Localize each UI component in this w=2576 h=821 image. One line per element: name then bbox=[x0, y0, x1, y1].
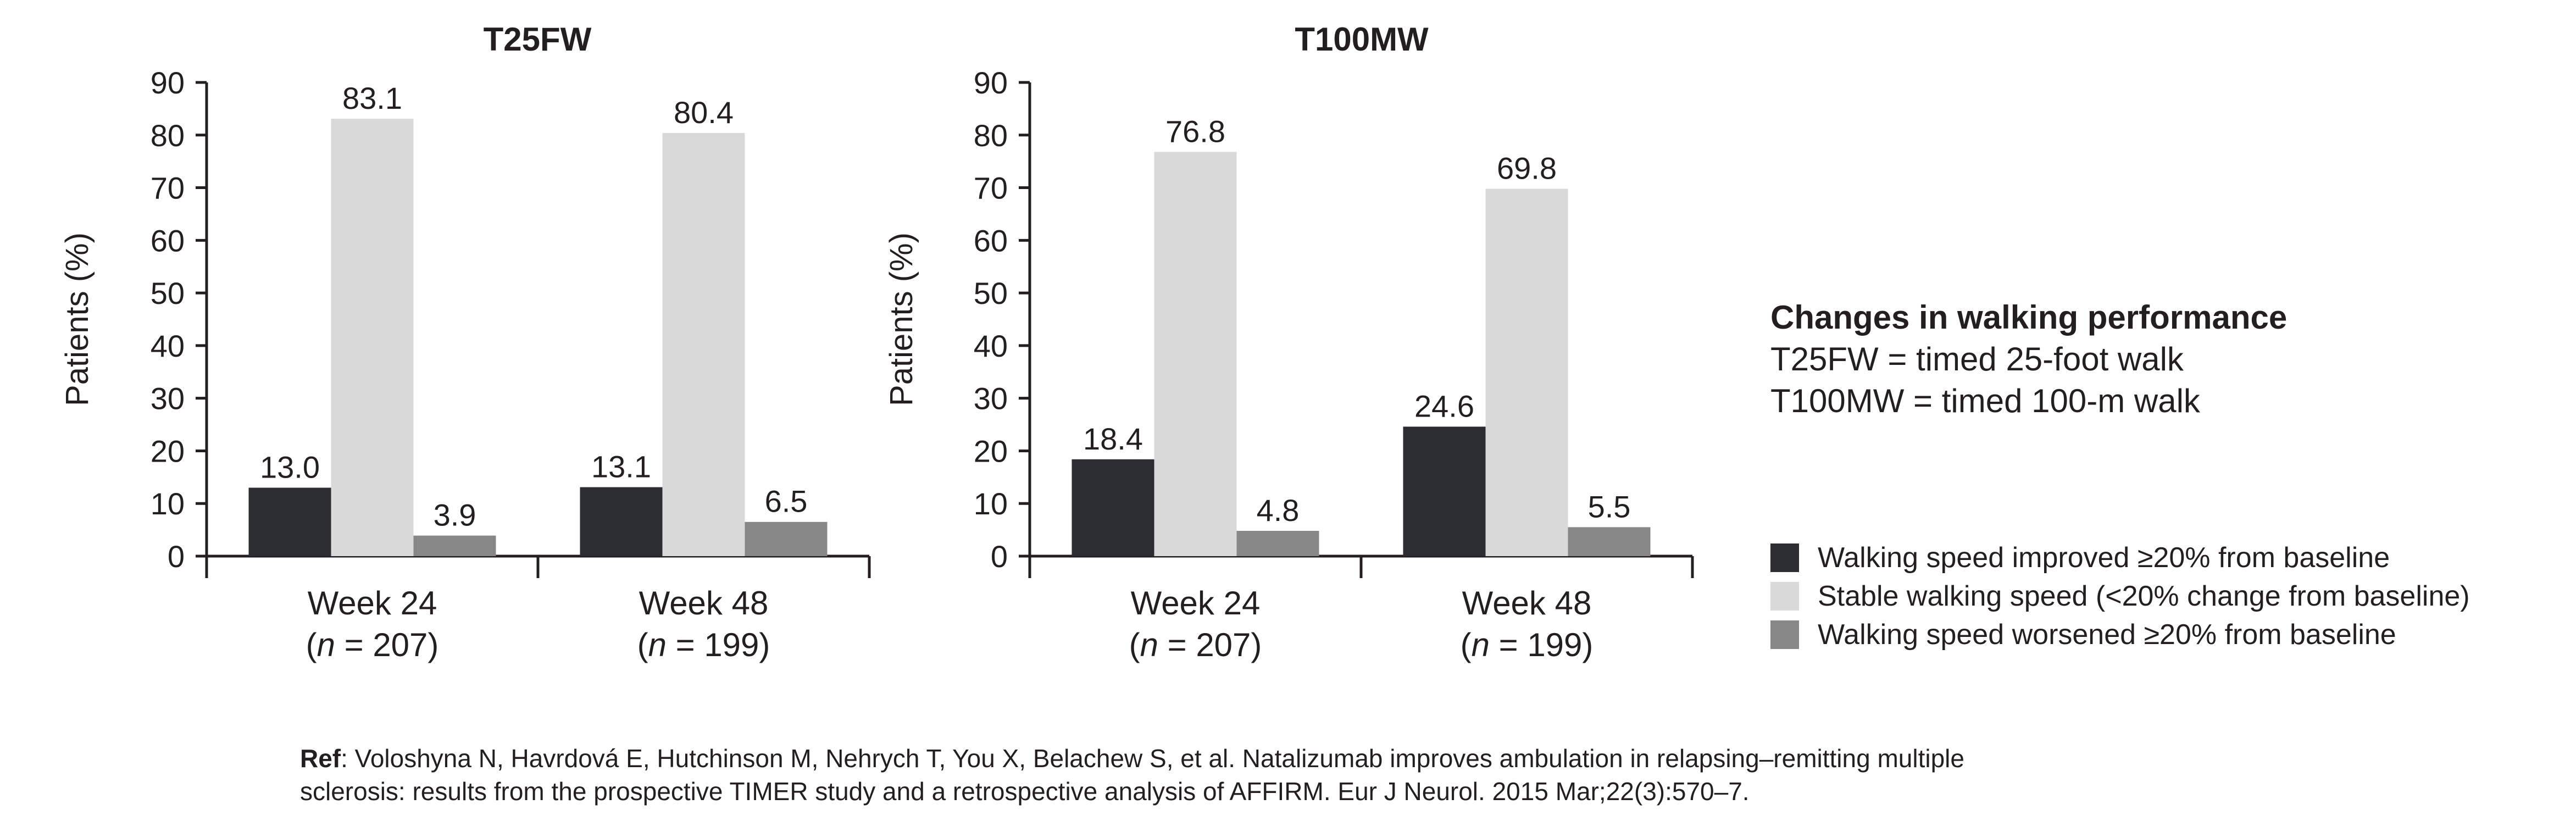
y-tick-label: 60 bbox=[974, 223, 1008, 258]
bar-worsened bbox=[745, 522, 828, 556]
data-label: 76.8 bbox=[1165, 114, 1225, 148]
legend: Walking speed improved ≥20% from baselin… bbox=[1770, 539, 2470, 654]
legend-item-worsened: Walking speed worsened ≥20% from baselin… bbox=[1770, 615, 2470, 654]
data-label: 18.4 bbox=[1083, 421, 1143, 456]
category-label: Week 48 bbox=[639, 585, 769, 622]
y-tick-label: 40 bbox=[151, 329, 185, 363]
reference-line-1: Ref: Voloshyna N, Havrdová E, Hutchinson… bbox=[300, 742, 1964, 775]
category-sample-size: (n = 207) bbox=[306, 626, 439, 663]
bar-improved bbox=[248, 487, 331, 556]
legend-swatch-improved bbox=[1770, 543, 1799, 572]
y-tick-label: 10 bbox=[151, 486, 185, 521]
data-label: 80.4 bbox=[674, 95, 734, 130]
y-tick-label: 80 bbox=[151, 118, 185, 153]
reference: Ref: Voloshyna N, Havrdová E, Hutchinson… bbox=[300, 742, 1964, 808]
bar-stable bbox=[331, 119, 414, 556]
y-tick-label: 20 bbox=[974, 434, 1008, 468]
y-tick-label: 30 bbox=[151, 381, 185, 416]
y-axis-label: Patients (%) bbox=[59, 232, 95, 406]
data-label: 13.0 bbox=[260, 450, 320, 484]
side-note-line-1: T25FW = timed 25-foot walk bbox=[1770, 341, 2184, 378]
legend-label-stable: Stable walking speed (<20% change from b… bbox=[1818, 580, 2470, 612]
y-tick-label: 50 bbox=[151, 276, 185, 310]
bar-improved bbox=[580, 487, 663, 556]
bar-worsened bbox=[413, 535, 496, 556]
legend-item-stable: Stable walking speed (<20% change from b… bbox=[1770, 577, 2470, 615]
side-note-title: Changes in walking performance bbox=[1770, 299, 2288, 336]
bar-stable bbox=[1485, 188, 1568, 557]
bar-stable bbox=[1154, 152, 1237, 557]
category-label: Week 24 bbox=[308, 585, 437, 622]
category-sample-size: (n = 207) bbox=[1129, 626, 1262, 663]
y-tick-label: 90 bbox=[974, 65, 1008, 100]
bar-worsened bbox=[1236, 531, 1319, 556]
chart-title: T100MW bbox=[1295, 21, 1429, 58]
y-tick-label: 0 bbox=[168, 539, 185, 574]
bar-improved bbox=[1072, 459, 1154, 556]
category-sample-size: (n = 199) bbox=[637, 626, 770, 663]
data-label: 69.8 bbox=[1497, 151, 1557, 185]
reference-line-2: sclerosis: results from the prospective … bbox=[300, 777, 1750, 806]
data-label: 3.9 bbox=[434, 498, 476, 532]
side-note: Changes in walking performance T25FW = t… bbox=[1770, 297, 2287, 422]
data-label: 83.1 bbox=[342, 81, 402, 115]
data-label: 24.6 bbox=[1414, 389, 1474, 423]
y-tick-label: 30 bbox=[974, 381, 1008, 416]
legend-swatch-worsened bbox=[1770, 620, 1799, 649]
y-tick-label: 60 bbox=[151, 223, 185, 258]
chart-t25fw: T25FW Patients (%) 0 10 20 30 40 50 60 70 80 90 13.0… bbox=[59, 21, 871, 663]
category-label: Week 48 bbox=[1462, 585, 1592, 622]
y-tick-label: 80 bbox=[974, 118, 1008, 153]
legend-label-worsened: Walking speed worsened ≥20% from baselin… bbox=[1818, 619, 2396, 651]
legend-label-improved: Walking speed improved ≥20% from baselin… bbox=[1818, 542, 2390, 574]
reference-text: : Voloshyna N, Havrdová E, Hutchinson M,… bbox=[341, 744, 1964, 773]
y-tick-label: 90 bbox=[151, 65, 185, 100]
data-label: 13.1 bbox=[591, 450, 651, 484]
y-tick-label: 70 bbox=[974, 171, 1008, 206]
legend-swatch-stable bbox=[1770, 582, 1799, 611]
charts-canvas: T25FW Patients (%) 0 10 20 30 40 50 60 70 80 90 13.0… bbox=[59, 21, 1694, 663]
y-axis-label: Patients (%) bbox=[884, 232, 919, 406]
category-sample-size: (n = 199) bbox=[1461, 626, 1594, 663]
y-tick-label: 20 bbox=[151, 434, 185, 468]
data-label: 4.8 bbox=[1257, 493, 1300, 528]
legend-item-improved: Walking speed improved ≥20% from baselin… bbox=[1770, 539, 2470, 577]
reference-label: Ref bbox=[300, 744, 341, 773]
y-tick-label: 0 bbox=[991, 539, 1008, 574]
chart-title: T25FW bbox=[484, 21, 592, 58]
y-tick-label: 40 bbox=[974, 329, 1008, 363]
data-label: 6.5 bbox=[765, 484, 808, 519]
bar-improved bbox=[1403, 426, 1486, 556]
y-tick-label: 10 bbox=[974, 486, 1008, 521]
side-note-line-2: T100MW = timed 100-m walk bbox=[1770, 382, 2200, 419]
data-label: 5.5 bbox=[1588, 489, 1631, 524]
y-tick-label: 70 bbox=[151, 171, 185, 206]
chart-t100mw: T100MW Patients (%) 0 10 20 30 40 50 60 70 80 90 18.… bbox=[884, 21, 1694, 663]
category-label: Week 24 bbox=[1131, 585, 1261, 622]
bar-stable bbox=[662, 132, 745, 557]
y-tick-label: 50 bbox=[974, 276, 1008, 310]
bar-worsened bbox=[1568, 527, 1651, 556]
